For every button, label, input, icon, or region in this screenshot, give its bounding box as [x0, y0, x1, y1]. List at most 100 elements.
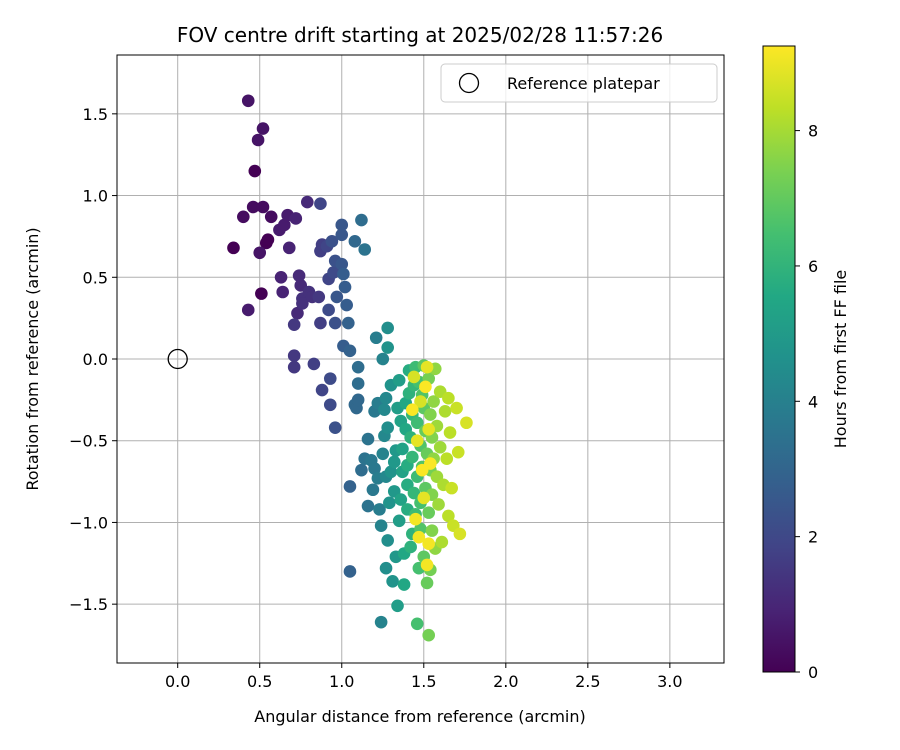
data-point	[325, 235, 339, 248]
data-point	[312, 290, 326, 304]
x-axis-ticks: 0.0 0.5 1.0 1.5 2.0 2.5 3.0	[165, 663, 683, 691]
y-axis-label: Rotation from reference (arcmin)	[23, 227, 42, 490]
data-point	[432, 498, 445, 511]
data-point	[361, 432, 375, 446]
data-point	[322, 303, 335, 317]
legend-marker-icon	[458, 72, 480, 94]
data-point	[276, 285, 289, 299]
data-point	[443, 426, 457, 439]
data-point	[420, 360, 434, 374]
grid	[117, 55, 724, 663]
data-point	[366, 483, 380, 497]
data-point	[381, 341, 394, 354]
data-point	[404, 540, 417, 554]
colorbar-tick-label: 6	[808, 257, 818, 276]
data-point	[460, 416, 473, 430]
data-point	[255, 287, 268, 300]
data-point	[387, 455, 401, 469]
colorbar: 0 2 4 6 8 Hours from first FF file	[762, 45, 850, 682]
x-tick-label: 0.0	[165, 672, 190, 691]
data-point	[427, 395, 440, 408]
data-point	[343, 344, 357, 358]
data-point	[327, 266, 340, 279]
data-point	[407, 370, 421, 384]
x-tick-label: 2.5	[575, 672, 600, 691]
y-tick-label: −0.5	[69, 432, 108, 451]
data-point	[337, 267, 350, 281]
data-point	[289, 212, 303, 225]
data-point	[378, 403, 391, 416]
data-point	[335, 218, 349, 232]
data-point	[419, 380, 432, 394]
data-point	[409, 512, 422, 526]
data-point	[292, 269, 306, 282]
x-tick-label: 1.0	[329, 672, 354, 691]
data-point	[338, 280, 352, 294]
data-point	[440, 452, 454, 465]
data-point	[392, 373, 406, 387]
data-point	[422, 537, 436, 550]
data-point	[420, 576, 434, 590]
data-point	[414, 395, 427, 408]
data-point	[351, 377, 365, 390]
data-point	[287, 360, 301, 374]
data-point	[417, 491, 431, 505]
data-point	[351, 393, 365, 407]
data-point	[386, 574, 399, 588]
data-point	[315, 383, 329, 397]
data-point	[323, 372, 337, 385]
data-point	[383, 496, 396, 510]
data-points	[167, 94, 473, 642]
data-point	[410, 416, 424, 430]
data-point	[307, 357, 321, 371]
data-point	[425, 524, 439, 537]
data-point	[355, 213, 368, 227]
data-point	[410, 434, 424, 448]
data-point	[343, 480, 357, 493]
data-point	[361, 499, 375, 513]
data-point	[358, 243, 372, 256]
data-point	[405, 450, 419, 464]
data-point	[374, 615, 388, 629]
data-point	[369, 331, 383, 345]
data-point	[381, 421, 394, 434]
x-tick-label: 1.5	[411, 672, 436, 691]
data-point	[373, 503, 386, 516]
data-point	[407, 486, 421, 500]
data-point	[422, 506, 436, 519]
data-point	[394, 493, 408, 506]
data-point	[237, 210, 250, 224]
y-axis-ticks: −1.5 −1.0 −0.5 0.0 0.5 1.0 1.5	[69, 105, 117, 614]
data-point	[323, 398, 337, 412]
data-point	[328, 316, 342, 330]
colorbar-tick-label: 2	[808, 528, 818, 547]
data-point	[248, 164, 262, 178]
legend: Reference platepar	[440, 63, 718, 103]
data-point	[450, 401, 463, 415]
data-point	[256, 200, 270, 214]
data-point	[368, 462, 381, 475]
data-point	[453, 527, 467, 541]
x-tick-label: 0.5	[247, 672, 272, 691]
data-point	[246, 200, 260, 214]
data-point	[253, 246, 267, 260]
x-tick-label: 2.0	[493, 672, 518, 691]
reference-platepar-marker	[167, 348, 188, 370]
data-point	[227, 241, 240, 255]
data-point	[445, 481, 458, 495]
colorbar-tick-label: 0	[808, 663, 818, 682]
data-point	[251, 133, 265, 147]
y-tick-label: 0.0	[83, 350, 108, 369]
data-point	[287, 318, 301, 331]
data-point	[314, 197, 327, 211]
data-point	[424, 408, 437, 421]
y-tick-label: −1.0	[69, 513, 108, 532]
data-point	[422, 628, 436, 642]
colorbar-tick-label: 8	[808, 122, 818, 141]
data-point	[340, 298, 353, 312]
data-point	[241, 94, 255, 108]
chart-title: FOV centre drift starting at 2025/02/28 …	[177, 23, 663, 47]
data-point	[396, 442, 409, 456]
data-point	[335, 228, 349, 242]
